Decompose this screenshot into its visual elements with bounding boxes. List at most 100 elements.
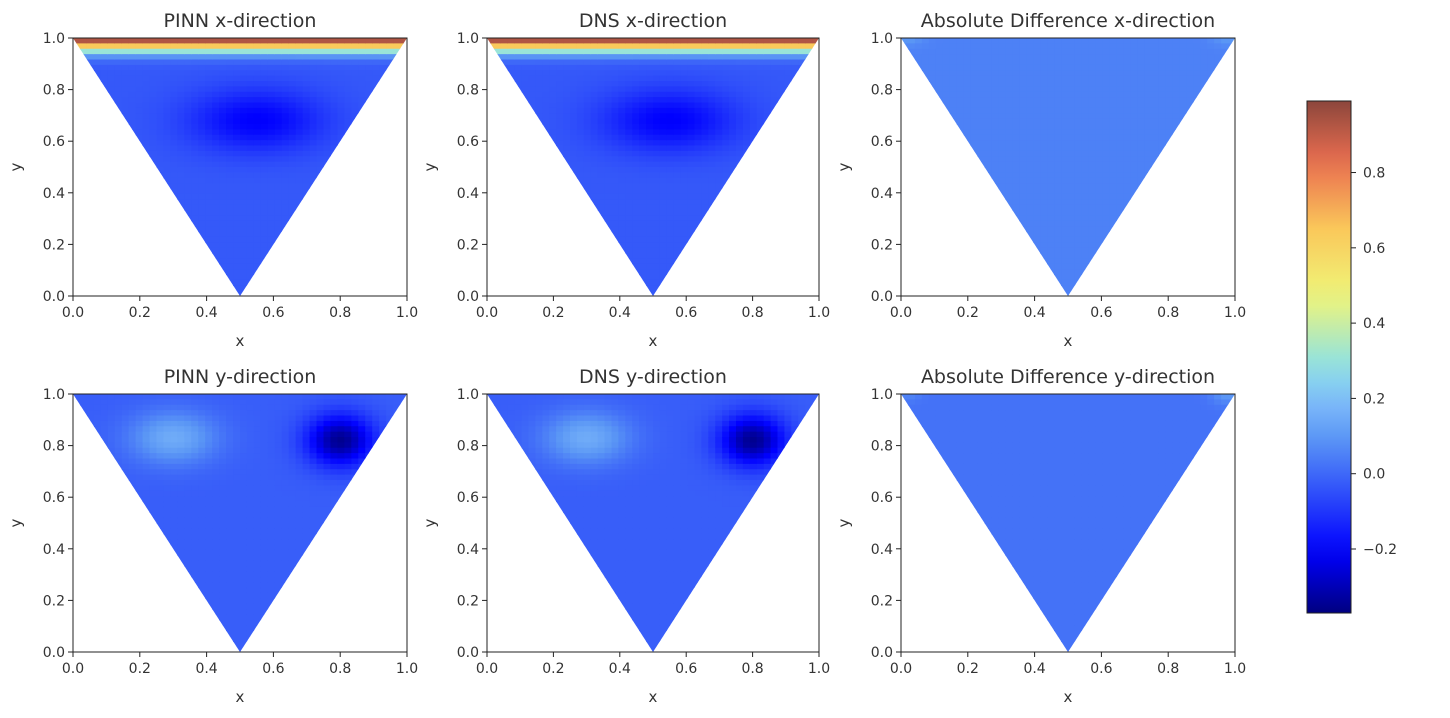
colorbar-tick-label: 0.4 xyxy=(1363,316,1385,332)
x-tick-label: 0.6 xyxy=(675,661,697,677)
colorbar-gradient xyxy=(1306,100,1352,614)
y-tick-label: 0.2 xyxy=(43,593,65,609)
y-tick-label: 0.0 xyxy=(43,645,65,661)
y-tick-label: 0.0 xyxy=(871,645,893,661)
colorbar-tick-label: 0.6 xyxy=(1363,241,1385,257)
x-tick-label: 1.0 xyxy=(1224,305,1246,321)
x-tick-label: 0.0 xyxy=(62,661,84,677)
x-tick-label: 0.2 xyxy=(129,661,151,677)
x-axis-label: x xyxy=(236,688,245,706)
x-tick-label: 0.6 xyxy=(262,305,284,321)
y-tick-label: 0.6 xyxy=(43,134,65,150)
y-tick-label: 1.0 xyxy=(43,387,65,403)
x-tick-label: 0.6 xyxy=(1090,661,1112,677)
y-tick-label: 0.6 xyxy=(871,490,893,506)
heatmap-field xyxy=(73,394,407,652)
x-tick-label: 0.2 xyxy=(129,305,151,321)
y-tick-label: 1.0 xyxy=(871,31,893,47)
x-axis-label: x xyxy=(236,332,245,350)
x-tick-label: 1.0 xyxy=(1224,661,1246,677)
subplot-5: 0.0 0.2 0.4 0.6 0.8 1.0 0.0 0.2 0.4 0.6 0.8 1.0 DNS … xyxy=(421,366,830,706)
y-tick-label: 0.4 xyxy=(43,186,65,202)
y-axis-label: y xyxy=(7,518,25,527)
x-tick-label: 0.4 xyxy=(1023,305,1045,321)
subplot-title: Absolute Difference y-direction xyxy=(921,366,1215,388)
axes-frame xyxy=(72,37,408,297)
y-tick-label: 0.4 xyxy=(871,542,893,558)
axes-frame xyxy=(72,393,408,653)
y-tick-label: 0.4 xyxy=(457,542,479,558)
y-tick-label: 0.6 xyxy=(457,134,479,150)
y-tick-label: 0.4 xyxy=(43,542,65,558)
y-axis-label: y xyxy=(835,162,853,171)
y-tick-label: 0.2 xyxy=(457,237,479,253)
y-tick-label: 0.4 xyxy=(457,186,479,202)
y-axis-label: y xyxy=(835,518,853,527)
colorbar: −0.2 0.0 0.2 0.4 0.6 0.8 xyxy=(1306,100,1397,614)
subplot-title: PINN x-direction xyxy=(164,10,317,32)
x-axis-label: x xyxy=(649,688,658,706)
subplot-title: DNS y-direction xyxy=(579,366,727,388)
y-axis-label: y xyxy=(7,162,25,171)
subplot-1: 0.0 0.2 0.4 0.6 0.8 1.0 0.0 0.2 0.4 0.6 0.8 1.0 PINN… xyxy=(7,10,418,350)
y-tick-label: 0.0 xyxy=(43,289,65,305)
subplot-2: 0.0 0.2 0.4 0.6 0.8 1.0 0.0 0.2 0.4 0.6 0.8 1.0 DNS … xyxy=(421,10,830,350)
axes-frame xyxy=(486,37,820,297)
subplot-4: 0.0 0.2 0.4 0.6 0.8 1.0 0.0 0.2 0.4 0.6 0.8 1.0 PINN… xyxy=(7,366,418,706)
x-axis-label: x xyxy=(1064,332,1073,350)
x-tick-label: 0.8 xyxy=(1157,661,1179,677)
subplot-3: 0.0 0.2 0.4 0.6 0.8 1.0 0.0 0.2 0.4 0.6 0.8 1.0 Abso… xyxy=(835,10,1246,350)
y-tick-label: 1.0 xyxy=(43,31,65,47)
x-tick-label: 0.0 xyxy=(476,661,498,677)
y-tick-label: 0.0 xyxy=(457,289,479,305)
x-tick-label: 0.8 xyxy=(329,305,351,321)
subplot-title: Absolute Difference x-direction xyxy=(921,10,1215,32)
x-tick-label: 1.0 xyxy=(396,305,418,321)
y-tick-label: 0.6 xyxy=(457,490,479,506)
x-tick-label: 1.0 xyxy=(808,305,830,321)
y-tick-label: 0.8 xyxy=(871,439,893,455)
y-tick-label: 0.0 xyxy=(871,289,893,305)
y-tick-label: 0.8 xyxy=(43,83,65,99)
x-tick-label: 0.8 xyxy=(329,661,351,677)
y-tick-label: 0.8 xyxy=(457,83,479,99)
x-tick-label: 0.6 xyxy=(675,305,697,321)
colorbar-tick-label: 0.8 xyxy=(1363,166,1385,182)
y-tick-label: 0.6 xyxy=(871,134,893,150)
x-tick-label: 0.2 xyxy=(957,661,979,677)
subplot-title: PINN y-direction xyxy=(164,366,317,388)
x-tick-label: 0.4 xyxy=(1023,661,1045,677)
x-axis-label: x xyxy=(1064,688,1073,706)
y-tick-label: 1.0 xyxy=(457,387,479,403)
y-axis-label: y xyxy=(421,518,439,527)
x-tick-label: 0.8 xyxy=(741,305,763,321)
x-tick-label: 0.0 xyxy=(890,305,912,321)
x-tick-label: 0.2 xyxy=(542,661,564,677)
y-tick-label: 0.8 xyxy=(43,439,65,455)
y-tick-label: 0.4 xyxy=(871,186,893,202)
y-tick-label: 0.2 xyxy=(871,237,893,253)
x-tick-label: 1.0 xyxy=(396,661,418,677)
x-tick-label: 0.4 xyxy=(195,661,217,677)
y-tick-label: 0.2 xyxy=(871,593,893,609)
x-tick-label: 0.0 xyxy=(62,305,84,321)
y-tick-label: 0.6 xyxy=(43,490,65,506)
axes-frame xyxy=(486,393,820,653)
x-tick-label: 0.6 xyxy=(262,661,284,677)
x-tick-label: 0.4 xyxy=(609,661,631,677)
x-tick-label: 0.8 xyxy=(1157,305,1179,321)
x-tick-label: 0.4 xyxy=(609,305,631,321)
colorbar-tick-label: 0.2 xyxy=(1363,391,1385,407)
y-axis-label: y xyxy=(421,162,439,171)
heatmap-field xyxy=(901,38,1235,296)
axes-frame xyxy=(900,393,1236,653)
heatmap-field xyxy=(73,38,407,296)
subplot-6: 0.0 0.2 0.4 0.6 0.8 1.0 0.0 0.2 0.4 0.6 0.8 1.0 Abso… xyxy=(835,366,1246,706)
y-tick-label: 0.8 xyxy=(457,439,479,455)
x-tick-label: 0.2 xyxy=(957,305,979,321)
y-tick-label: 0.0 xyxy=(457,645,479,661)
subplot-title: DNS x-direction xyxy=(579,10,727,32)
x-axis-label: x xyxy=(649,332,658,350)
y-tick-label: 0.2 xyxy=(457,593,479,609)
